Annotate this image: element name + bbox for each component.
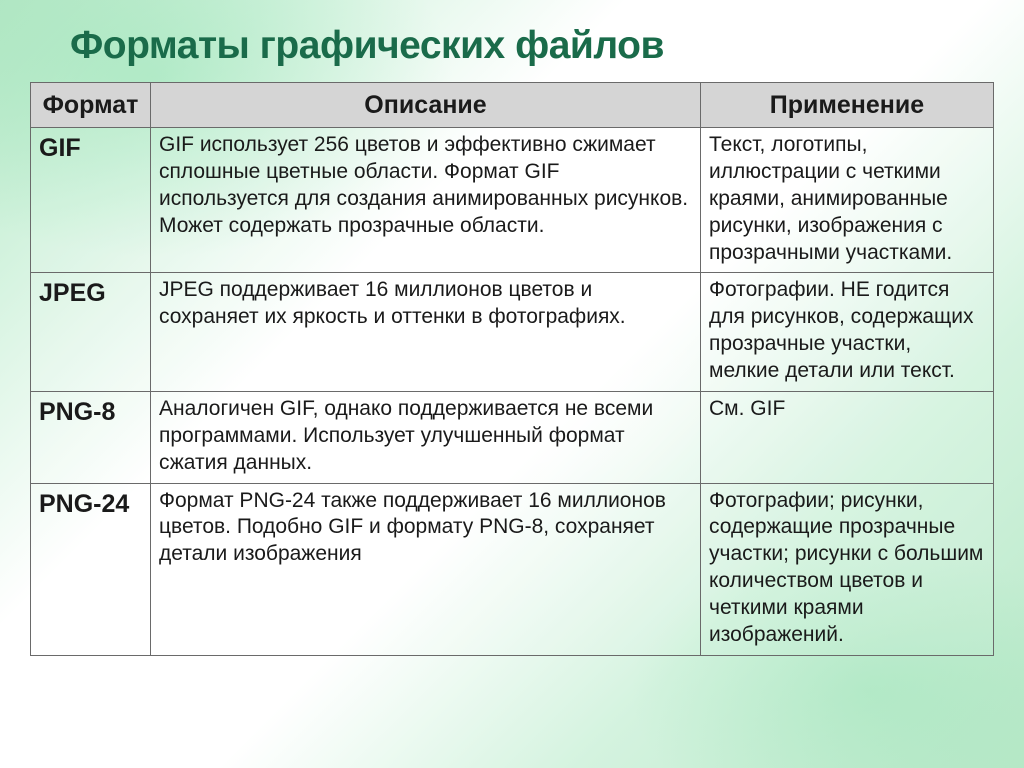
col-header-format: Формат: [31, 83, 151, 128]
table-header-row: Формат Описание Применение: [31, 83, 994, 128]
cell-usage: Текст, логотипы, иллюстрации с четкими к…: [701, 128, 994, 273]
page-title: Форматы графических файлов: [70, 24, 994, 68]
cell-usage: Фотографии; рисунки, содержащие прозрачн…: [701, 483, 994, 655]
cell-description: Аналогичен GIF, однако поддерживается не…: [151, 391, 701, 483]
cell-description: GIF использует 256 цветов и эффективно с…: [151, 128, 701, 273]
cell-description: JPEG поддерживает 16 миллионов цветов и …: [151, 273, 701, 392]
table-row: PNG-24 Формат PNG-24 также поддерживает …: [31, 483, 994, 655]
col-header-usage: Применение: [701, 83, 994, 128]
cell-usage: Фотографии. НЕ годится для рисунков, сод…: [701, 273, 994, 392]
slide-container: Форматы графических файлов Формат Описан…: [0, 0, 1024, 768]
cell-format: PNG-24: [31, 483, 151, 655]
table-row: GIF GIF использует 256 цветов и эффектив…: [31, 128, 994, 273]
cell-format: GIF: [31, 128, 151, 273]
cell-usage: См. GIF: [701, 391, 994, 483]
formats-table: Формат Описание Применение GIF GIF испол…: [30, 82, 994, 656]
table-row: PNG-8 Аналогичен GIF, однако поддерживае…: [31, 391, 994, 483]
cell-format: PNG-8: [31, 391, 151, 483]
table-row: JPEG JPEG поддерживает 16 миллионов цвет…: [31, 273, 994, 392]
col-header-description: Описание: [151, 83, 701, 128]
cell-format: JPEG: [31, 273, 151, 392]
cell-description: Формат PNG-24 также поддерживает 16 милл…: [151, 483, 701, 655]
